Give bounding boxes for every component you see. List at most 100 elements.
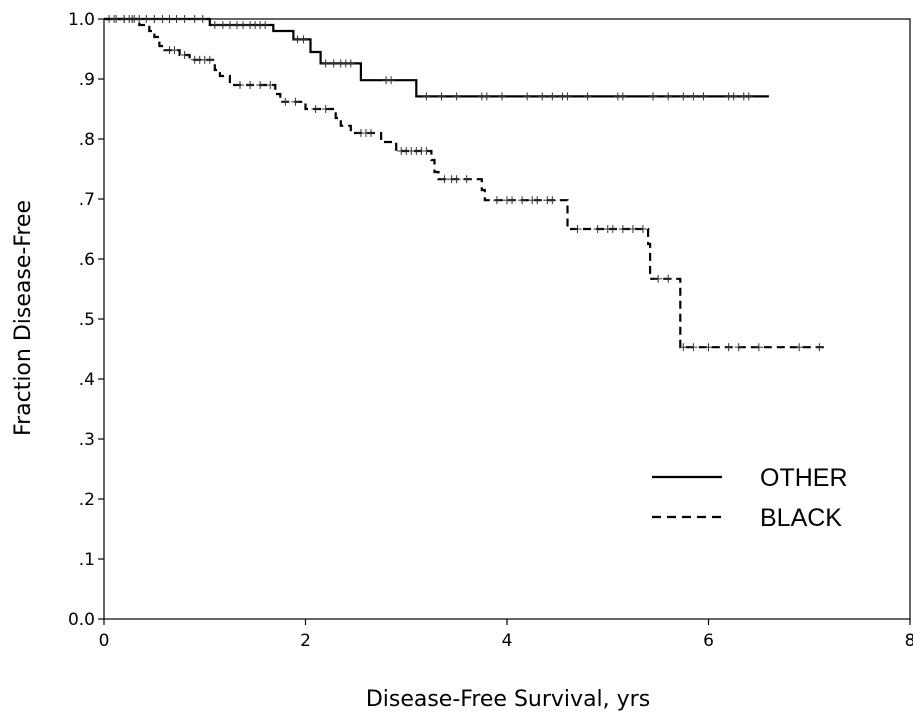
censor-mark bbox=[366, 129, 375, 137]
x-axis-title: Disease-Free Survival, yrs bbox=[366, 687, 650, 712]
censor-mark bbox=[795, 343, 804, 352]
censor-mark bbox=[422, 92, 431, 101]
censor-mark bbox=[346, 59, 355, 68]
y-tick-label: 1.0 bbox=[68, 10, 95, 30]
censor-mark bbox=[452, 175, 461, 184]
censor-mark bbox=[329, 59, 338, 68]
censor-mark bbox=[679, 92, 688, 101]
legend-item-other: OTHER bbox=[652, 464, 848, 492]
censor-mark bbox=[679, 343, 688, 352]
censor-mark bbox=[165, 15, 174, 23]
y-tick-label: .4 bbox=[79, 370, 95, 390]
censor-mark bbox=[246, 81, 255, 89]
censor-mark bbox=[387, 76, 396, 85]
censor-mark bbox=[170, 46, 179, 55]
censor-mark bbox=[261, 21, 270, 29]
censor-mark bbox=[618, 225, 627, 233]
censor-mark bbox=[593, 225, 602, 233]
censor-mark bbox=[618, 92, 627, 101]
censor-mark bbox=[538, 92, 547, 101]
censor-mark bbox=[321, 105, 330, 113]
censor-mark bbox=[533, 196, 542, 205]
censor-mark bbox=[291, 97, 300, 106]
censor-mark bbox=[744, 92, 753, 101]
y-tick-label: .6 bbox=[79, 250, 95, 270]
censor-mark bbox=[218, 21, 227, 29]
censor-mark bbox=[608, 225, 617, 233]
censor-mark bbox=[311, 105, 320, 113]
legend-label: OTHER bbox=[760, 464, 848, 492]
censor-mark bbox=[210, 21, 219, 29]
censor-mark bbox=[482, 92, 491, 101]
survival-curve-black bbox=[104, 17, 825, 349]
censor-mark bbox=[497, 92, 506, 101]
censor-mark bbox=[266, 81, 275, 89]
y-tick-label: .7 bbox=[79, 190, 95, 210]
censor-mark bbox=[689, 343, 698, 352]
censor-mark bbox=[699, 92, 708, 101]
y-tick-label: .9 bbox=[79, 70, 95, 90]
censor-mark bbox=[573, 225, 582, 233]
y-tick-label: .2 bbox=[79, 490, 95, 510]
censor-mark bbox=[724, 343, 733, 352]
censor-mark bbox=[754, 343, 763, 352]
censor-mark bbox=[492, 196, 501, 205]
censor-mark bbox=[281, 97, 290, 106]
x-tick-label: 8 bbox=[905, 631, 913, 651]
censor-mark bbox=[236, 81, 245, 89]
censor-mark bbox=[628, 225, 637, 233]
censor-mark bbox=[190, 15, 199, 23]
y-axis-title: Fraction Disease-Free bbox=[11, 200, 36, 436]
series-black bbox=[104, 15, 825, 352]
censor-mark bbox=[518, 196, 527, 205]
censor-mark bbox=[649, 92, 658, 101]
survival-curve-other bbox=[104, 17, 769, 98]
censor-mark bbox=[548, 92, 557, 101]
axes: 0.0 .1 .2 .3 .4 .5 .6 .7 .8 .9 1.0 0 2 4 6 8 bbox=[68, 10, 913, 651]
y-tick-label: .3 bbox=[79, 430, 95, 450]
censor-mark bbox=[150, 15, 159, 23]
legend-label: BLACK bbox=[760, 504, 842, 532]
legend: OTHER BLACK bbox=[652, 464, 848, 532]
censor-mark bbox=[508, 196, 517, 205]
x-tick-label: 4 bbox=[502, 631, 513, 651]
censor-mark bbox=[654, 274, 663, 283]
censor-mark bbox=[452, 92, 461, 101]
y-tick-label: .8 bbox=[79, 130, 95, 150]
x-tick-label: 0 bbox=[99, 631, 110, 651]
censor-mark bbox=[563, 92, 572, 101]
censor-mark bbox=[130, 15, 139, 23]
censor-mark bbox=[225, 21, 234, 29]
censor-mark bbox=[172, 15, 181, 23]
censor-mark bbox=[815, 343, 824, 352]
censor-mark bbox=[583, 92, 592, 101]
censor-mark bbox=[180, 15, 189, 23]
censor-mark bbox=[437, 92, 446, 101]
censor-mark bbox=[198, 15, 207, 23]
censor-mark bbox=[734, 343, 743, 352]
censor-mark bbox=[664, 274, 673, 283]
censor-mark bbox=[664, 92, 673, 101]
censor-mark bbox=[422, 147, 431, 155]
series-other bbox=[104, 15, 769, 101]
series-layer bbox=[104, 15, 825, 352]
censor-mark bbox=[639, 225, 648, 233]
x-tick-label: 6 bbox=[703, 631, 714, 651]
censor-mark bbox=[548, 196, 557, 205]
censor-mark bbox=[321, 59, 330, 68]
censor-mark bbox=[256, 81, 265, 89]
censor-mark bbox=[142, 15, 151, 23]
censor-mark bbox=[239, 21, 248, 29]
censor-mark bbox=[729, 92, 738, 101]
censor-mark bbox=[180, 51, 189, 59]
censor-mark bbox=[299, 35, 308, 44]
censor-mark bbox=[704, 343, 713, 352]
censor-mark bbox=[110, 15, 119, 23]
y-tick-label: .5 bbox=[79, 310, 95, 330]
censor-mark bbox=[523, 92, 532, 101]
y-tick-label: 0.0 bbox=[68, 610, 95, 630]
censor-mark bbox=[689, 92, 698, 101]
censor-mark bbox=[440, 175, 449, 184]
x-tick-label: 2 bbox=[300, 631, 311, 651]
